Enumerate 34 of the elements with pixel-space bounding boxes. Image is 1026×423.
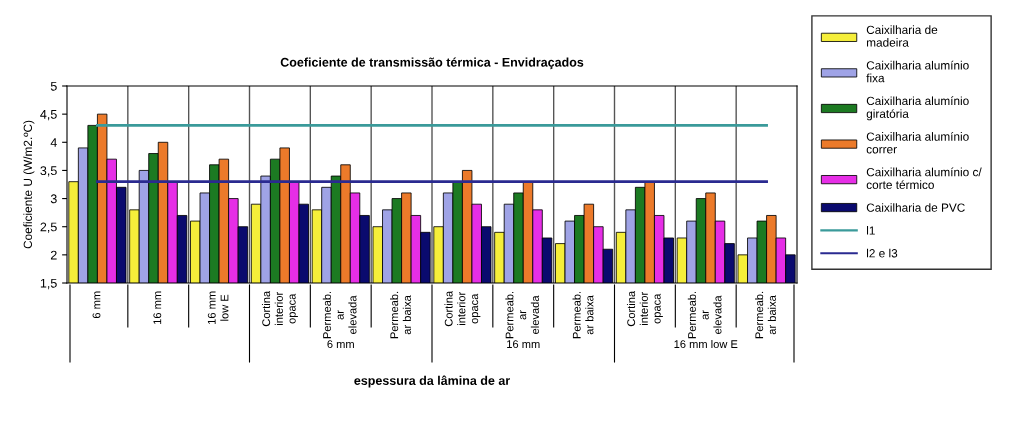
legend-label: Caixilharia alumínio fixa bbox=[866, 60, 969, 83]
y-tick-label: 3,5 bbox=[40, 166, 57, 177]
x-tick-label: Permeab. ar baixa bbox=[390, 291, 411, 339]
legend-label: l2 e l3 bbox=[867, 248, 898, 258]
legend-label: Caixilharia alumínio giratória bbox=[866, 96, 969, 121]
x-tick-label: Permeab. ar baixa bbox=[572, 291, 594, 339]
chart-title: Coeficiente de transmissão térmica - Envidraçados bbox=[280, 57, 584, 70]
y-tick-label: 2,5 bbox=[40, 222, 57, 233]
x-tick-label: Permeab. ar baixa bbox=[755, 291, 776, 339]
legend-label: Caixilharia alumínio correr bbox=[866, 131, 969, 154]
legend-label: Caixilharia alumínio c/ corte térmico bbox=[866, 167, 982, 190]
x-tick-label: Permeab. ar elevada bbox=[687, 291, 722, 339]
y-tick-label: 5 bbox=[50, 81, 57, 91]
legend-label: l1 bbox=[867, 225, 875, 235]
y-tick-label: 4 bbox=[50, 138, 57, 147]
x-tick-label: 6 mm bbox=[92, 291, 101, 319]
y-axis-title: Coeficiente U (W/m2.ºC) bbox=[23, 120, 35, 249]
x-tick-label: Cortina interior opaca bbox=[444, 290, 481, 327]
x-tick-label: Cortina interior opaca bbox=[261, 290, 298, 327]
x-tick-label: Permeab. ar elevada bbox=[505, 291, 540, 339]
x-axis-title: espessura da lâmina de ar bbox=[354, 375, 510, 388]
y-tick-label: 2 bbox=[50, 250, 57, 260]
text: 16 mm low E bbox=[674, 339, 738, 349]
x-tick-label: Permeab. ar elevada bbox=[322, 291, 357, 339]
legend-label: Caixilharia de madeira bbox=[866, 25, 938, 47]
y-tick-label: 4,5 bbox=[40, 110, 57, 121]
text: 16 mm bbox=[507, 340, 540, 349]
y-tick-label: 1,5 bbox=[40, 278, 57, 290]
legend-label: Caixilharia de PVC bbox=[866, 203, 965, 212]
x-tick-label: 16 mm low E bbox=[207, 291, 229, 324]
x-tick-label: 16 mm bbox=[153, 291, 162, 324]
y-tick-label: 3 bbox=[50, 194, 57, 204]
text: 6 mm bbox=[327, 340, 354, 349]
x-tick-label: Cortina interior opaca bbox=[626, 290, 663, 327]
